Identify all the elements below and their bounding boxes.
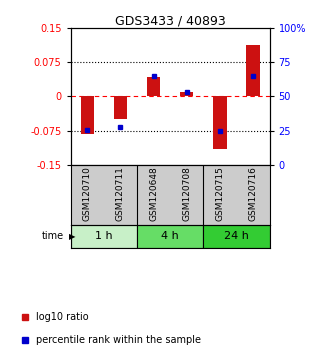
- Text: GSM120708: GSM120708: [182, 166, 191, 221]
- Bar: [114, 97, 127, 119]
- Text: GSM120716: GSM120716: [248, 166, 257, 221]
- Bar: [180, 92, 193, 97]
- Bar: [81, 97, 94, 134]
- Text: GSM120710: GSM120710: [83, 166, 92, 221]
- Text: percentile rank within the sample: percentile rank within the sample: [36, 335, 201, 346]
- Title: GDS3433 / 40893: GDS3433 / 40893: [115, 14, 226, 27]
- Bar: [71, 225, 137, 248]
- Bar: [203, 225, 270, 248]
- Text: 4 h: 4 h: [161, 231, 179, 241]
- Text: GSM120711: GSM120711: [116, 166, 125, 221]
- Bar: [247, 45, 260, 97]
- Text: GSM120715: GSM120715: [215, 166, 224, 221]
- Text: time: time: [42, 231, 64, 241]
- Bar: [147, 77, 160, 97]
- Text: 24 h: 24 h: [224, 231, 249, 241]
- Text: log10 ratio: log10 ratio: [36, 312, 89, 322]
- Bar: [213, 97, 227, 149]
- Text: ▶: ▶: [69, 232, 75, 241]
- Text: GSM120648: GSM120648: [149, 166, 158, 221]
- Bar: [137, 225, 203, 248]
- Text: 1 h: 1 h: [95, 231, 113, 241]
